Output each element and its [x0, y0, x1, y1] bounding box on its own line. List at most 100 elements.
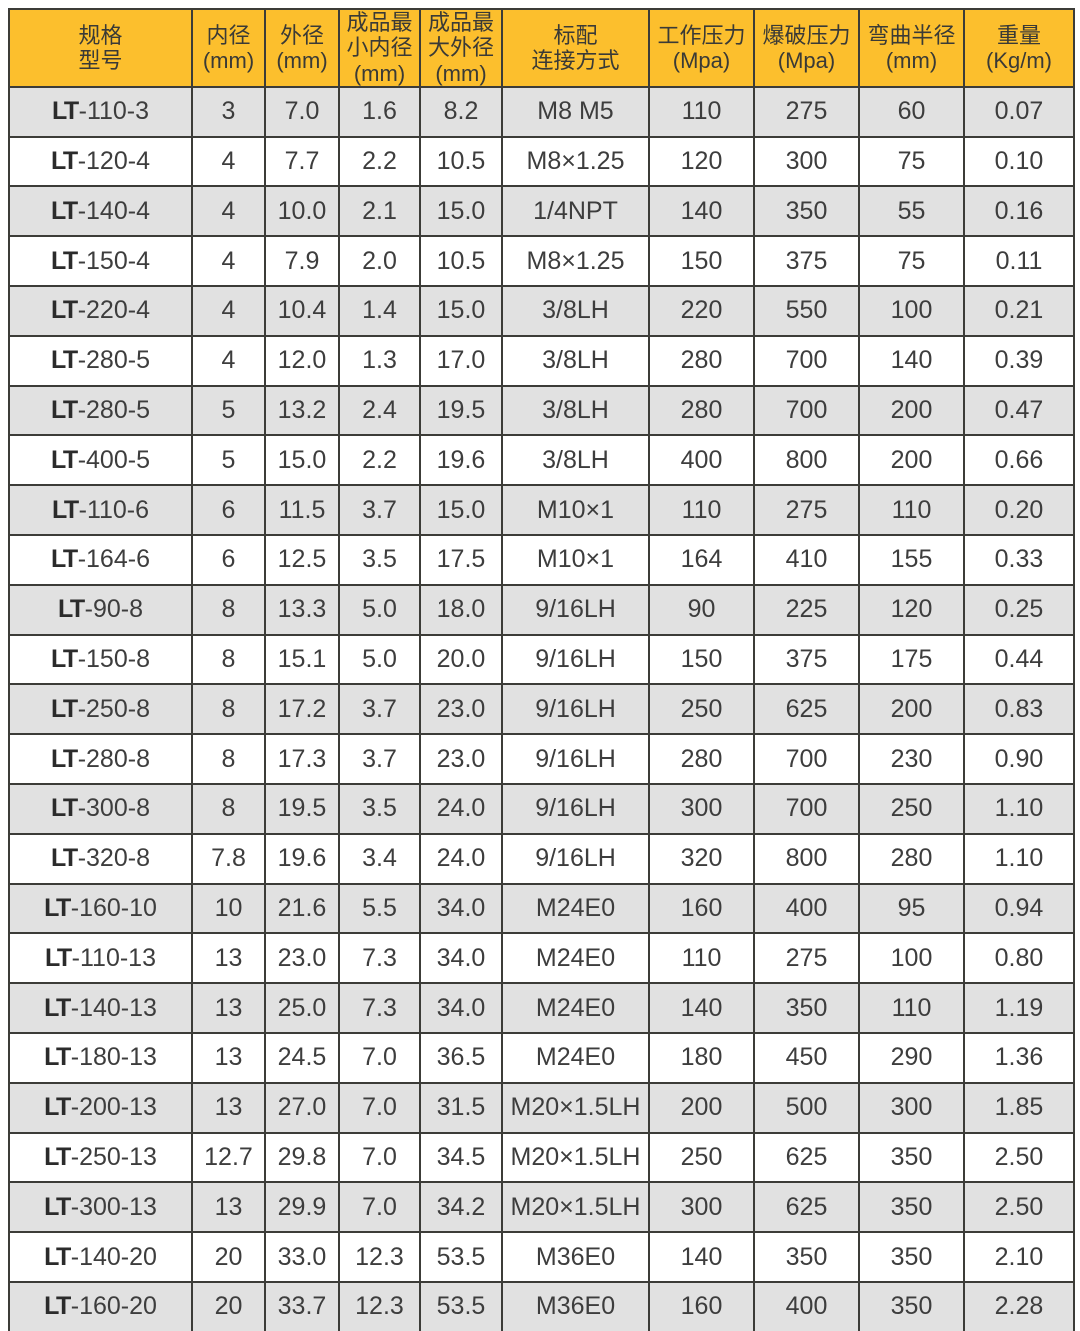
table-row: LT-164-6 6 12.5 3.5 17.5 M10×1 164 410 155 0.33 [8, 534, 1075, 586]
table-row: LT-250-13 12.7 29.8 7.0 34.5 M20×1.5LH 250 625 3… [8, 1131, 1075, 1184]
cell-min-inner-diameter: 5.0 [338, 583, 421, 636]
cell-working-pressure: 280 [648, 334, 755, 387]
cell-model: LT-140-4 [8, 185, 193, 238]
cell-inner-diameter: 3 [191, 85, 266, 138]
header-label-line: (mm) [202, 47, 255, 73]
brand-mark: LT [44, 894, 71, 923]
cell-bend-radius: 230 [858, 733, 965, 786]
cell-outer-diameter: 7.7 [264, 135, 340, 188]
cell-min-inner-diameter: 3.5 [338, 534, 421, 586]
cell-inner-diameter: 13 [191, 932, 266, 985]
brand-mark: LT [51, 445, 78, 474]
cell-min-inner-diameter: 7.3 [338, 982, 421, 1035]
brand-mark: LT [51, 694, 78, 723]
cell-burst-pressure: 275 [753, 85, 860, 138]
model-suffix: -200-13 [70, 1093, 157, 1122]
cell-burst-pressure: 700 [753, 783, 860, 835]
model-suffix: -110-13 [71, 943, 156, 972]
cell-burst-pressure: 350 [753, 1231, 860, 1284]
cell-burst-pressure: 275 [753, 484, 860, 537]
cell-bend-radius: 300 [858, 1081, 965, 1134]
cell-max-outer-diameter: 24.0 [419, 832, 503, 885]
header-label-line: (Mpa) [672, 47, 731, 73]
cell-bend-radius: 95 [858, 882, 965, 935]
cell-model: LT-200-13 [8, 1081, 193, 1134]
brand-mark: LT [44, 1292, 71, 1321]
table-row: LT-90-8 8 13.3 5.0 18.0 9/16LH 90 225 120 0.25 [8, 583, 1075, 636]
header-cell-outer-diameter: 外径 (mm) [264, 8, 340, 88]
brand-mark: LT [51, 396, 78, 425]
cell-min-inner-diameter: 3.4 [338, 832, 421, 885]
cell-connection: M8×1.25 [501, 235, 650, 288]
cell-bend-radius: 200 [858, 434, 965, 487]
cell-connection: M24E0 [501, 932, 650, 985]
cell-working-pressure: 90 [648, 583, 755, 636]
cell-min-inner-diameter: 12.3 [338, 1281, 421, 1331]
cell-bend-radius: 290 [858, 1032, 965, 1084]
cell-working-pressure: 250 [648, 683, 755, 736]
cell-max-outer-diameter: 10.5 [419, 235, 503, 288]
model-suffix: -140-20 [70, 1242, 157, 1271]
cell-max-outer-diameter: 15.0 [419, 484, 503, 537]
cell-min-inner-diameter: 7.3 [338, 932, 421, 985]
header-label-line: 成品最 [346, 10, 413, 35]
header-label-line: 内径 [206, 22, 251, 48]
cell-burst-pressure: 275 [753, 932, 860, 985]
cell-weight: 1.19 [963, 982, 1075, 1035]
cell-weight: 2.50 [963, 1181, 1075, 1234]
brand-mark: LT [51, 147, 78, 176]
cell-model: LT-120-4 [8, 135, 193, 188]
header-label-line: 重量 [996, 22, 1041, 48]
cell-burst-pressure: 700 [753, 384, 860, 437]
table-row: LT-140-13 13 25.0 7.3 34.0 M24E0 140 350 110 1.19 [8, 982, 1075, 1035]
cell-connection: M24E0 [501, 882, 650, 935]
cell-working-pressure: 160 [648, 882, 755, 935]
header-label-line: (mm) [276, 47, 328, 73]
cell-max-outer-diameter: 53.5 [419, 1231, 503, 1284]
cell-weight: 0.90 [963, 733, 1075, 786]
cell-working-pressure: 320 [648, 832, 755, 885]
cell-outer-diameter: 33.0 [264, 1231, 340, 1284]
cell-min-inner-diameter: 2.2 [338, 434, 421, 487]
model-suffix: -110-3 [78, 97, 150, 126]
cell-outer-diameter: 24.5 [264, 1032, 340, 1084]
cell-working-pressure: 280 [648, 733, 755, 786]
header-label-line: 大外径 [427, 35, 494, 61]
cell-bend-radius: 100 [858, 932, 965, 985]
cell-max-outer-diameter: 19.6 [419, 434, 503, 487]
cell-outer-diameter: 17.3 [264, 733, 340, 786]
cell-model: LT-110-6 [8, 484, 193, 537]
cell-outer-diameter: 15.0 [264, 434, 340, 487]
header-cell-connection: 标配 连接方式 [501, 8, 650, 88]
cell-min-inner-diameter: 1.3 [338, 334, 421, 387]
cell-max-outer-diameter: 15.0 [419, 185, 503, 238]
cell-connection: 9/16LH [501, 733, 650, 786]
cell-working-pressure: 280 [648, 384, 755, 437]
cell-burst-pressure: 350 [753, 185, 860, 238]
cell-working-pressure: 150 [648, 633, 755, 686]
cell-inner-diameter: 13 [191, 982, 266, 1035]
cell-min-inner-diameter: 7.0 [338, 1081, 421, 1134]
cell-connection: 9/16LH [501, 832, 650, 885]
cell-outer-diameter: 23.0 [264, 932, 340, 985]
cell-burst-pressure: 550 [753, 285, 860, 337]
cell-burst-pressure: 350 [753, 982, 860, 1035]
table-row: LT-300-13 13 29.9 7.0 34.2 M20×1.5LH 300 625 350… [8, 1181, 1075, 1234]
cell-burst-pressure: 625 [753, 1181, 860, 1234]
cell-bend-radius: 200 [858, 683, 965, 736]
model-suffix: -280-5 [77, 346, 150, 375]
cell-min-inner-diameter: 5.5 [338, 882, 421, 935]
cell-bend-radius: 175 [858, 633, 965, 686]
cell-inner-diameter: 4 [191, 135, 266, 188]
cell-max-outer-diameter: 8.2 [419, 85, 503, 138]
cell-connection: 3/8LH [501, 434, 650, 487]
cell-inner-diameter: 20 [191, 1231, 266, 1284]
table-row: LT-320-8 7.8 19.6 3.4 24.0 9/16LH 320 800 280 1.1… [8, 832, 1075, 885]
cell-connection: M24E0 [501, 1032, 650, 1084]
cell-outer-diameter: 21.6 [264, 882, 340, 935]
cell-inner-diameter: 4 [191, 285, 266, 337]
table-row: LT-160-10 10 21.6 5.5 34.0 M24E0 160 400 95 0.94 [8, 882, 1075, 935]
cell-burst-pressure: 400 [753, 1281, 860, 1331]
cell-inner-diameter: 6 [191, 484, 266, 537]
table-row: LT-220-4 4 10.4 1.4 15.0 3/8LH 220 550 100 0.21 [8, 285, 1075, 337]
